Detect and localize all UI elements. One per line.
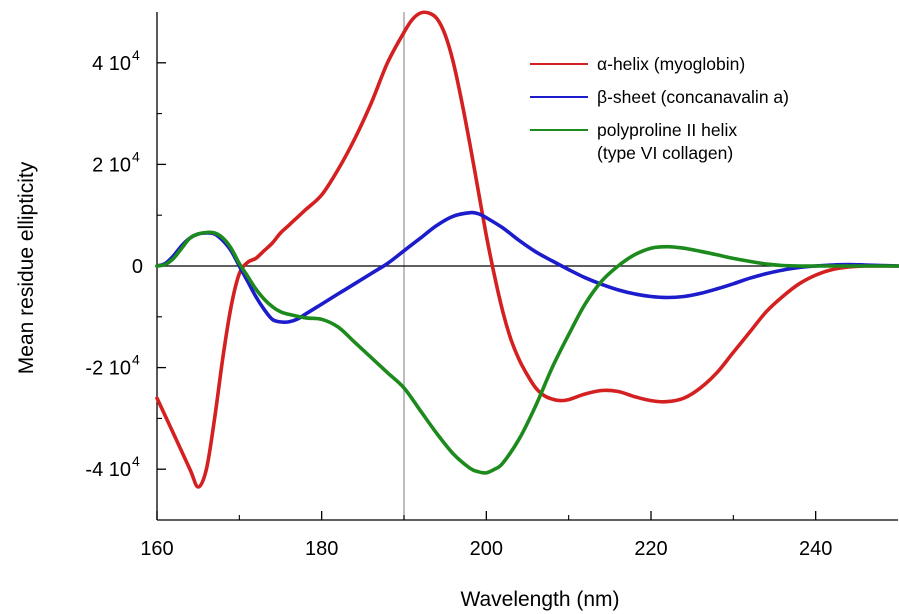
y-tick-label: -4 10 (85, 459, 131, 481)
legend-item-beta-sheet: β-sheet (concanavalin a) (530, 87, 789, 107)
y-axis-title: Mean residue ellipticity (15, 161, 38, 374)
legend-label: polyproline II helix (597, 120, 737, 140)
legend-item-polyproline: polyproline II helix (type VI collagen) (530, 120, 737, 163)
x-axis-title: Wavelength (nm) (460, 588, 619, 611)
y-tick-label: 4 10 (92, 53, 131, 75)
x-tick-label: 220 (634, 538, 667, 560)
legend: α-helix (myoglobin) β-sheet (concanavalin… (530, 54, 789, 163)
y-tick-label: -2 10 (85, 358, 131, 380)
y-tick-exponent: 4 (132, 47, 140, 63)
x-tick-label: 180 (305, 538, 338, 560)
legend-label: α-helix (myoglobin) (597, 54, 745, 74)
y-tick-exponent: 4 (132, 453, 140, 469)
x-tick-label: 240 (799, 538, 832, 560)
legend-label: β-sheet (concanavalin a) (597, 87, 789, 107)
x-tick-label: 160 (140, 538, 173, 560)
y-tick-exponent: 4 (132, 148, 140, 164)
series-line-polyproline (155, 230, 899, 475)
series-line-alpha-helix (155, 10, 899, 489)
legend-item-alpha-helix: α-helix (myoglobin) (530, 54, 745, 74)
y-tick-label: 2 10 (92, 154, 131, 176)
x-tick-label: 200 (470, 538, 503, 560)
y-tick-label: 0 (132, 256, 143, 278)
series-layer (155, 10, 899, 489)
legend-label-line2: (type VI collagen) (597, 143, 733, 163)
y-tick-exponent: 4 (132, 352, 140, 368)
